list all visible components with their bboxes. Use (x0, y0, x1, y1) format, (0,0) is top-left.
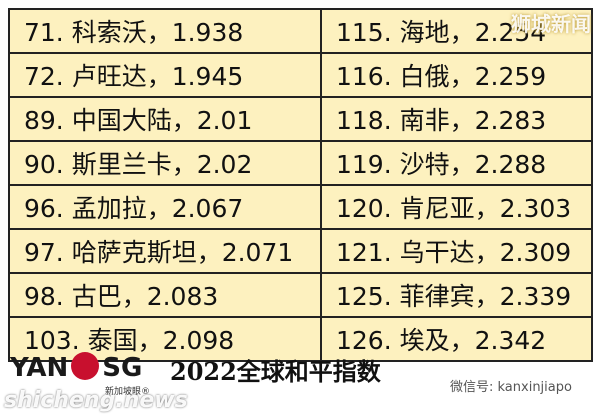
table-cell: 89. 中国大陆，2.01 (8, 96, 322, 142)
table-cell: 116. 白俄，2.259 (320, 52, 593, 98)
table-cell: 96. 孟加拉，2.067 (8, 184, 322, 230)
table-row: 103. 泰国，2.098 126. 埃及，2.342 (8, 316, 593, 362)
wechat-id: 微信号: kanxinjiapo (450, 380, 572, 395)
table-cell: 119. 沙特，2.288 (320, 140, 593, 186)
logo-icon (71, 352, 100, 380)
table-cell: 98. 古巴，2.083 (8, 272, 322, 318)
table-row: 71. 科索沃，1.938 115. 海地，2.254 (8, 8, 593, 54)
table-cell: 115. 海地，2.254 (320, 8, 593, 54)
table-cell: 97. 哈萨克斯坦，2.071 (8, 228, 322, 274)
table-row: 89. 中国大陆，2.01 118. 南非，2.283 (8, 96, 593, 142)
table-row: 98. 古巴，2.083 125. 菲律宾，2.339 (8, 272, 593, 318)
table-cell: 90. 斯里兰卡，2.02 (8, 140, 322, 186)
table-cell: 120. 肯尼亚，2.303 (320, 184, 593, 230)
table-cell: 126. 埃及，2.342 (320, 316, 593, 362)
logo-subtitle: 新加坡眼® (105, 387, 151, 397)
table-cell: 125. 菲律宾，2.339 (320, 272, 593, 318)
table-row: 90. 斯里兰卡，2.02 119. 沙特，2.288 (8, 140, 593, 186)
table-cell: 72. 卢旺达，1.945 (8, 52, 322, 98)
logo: YAN SG (10, 352, 142, 383)
table-row: 97. 哈萨克斯坦，2.071 121. 乌干达，2.309 (8, 228, 593, 274)
table-row: 96. 孟加拉，2.067 120. 肯尼亚，2.303 (8, 184, 593, 230)
logo-text: YAN (10, 353, 69, 383)
caption-title: 2022全球和平指数 (170, 357, 381, 386)
table-cell: 118. 南非，2.283 (320, 96, 593, 142)
logo-text: SG (102, 353, 143, 383)
table-cell: 103. 泰国，2.098 (8, 316, 322, 362)
ranking-table: 71. 科索沃，1.938 115. 海地，2.254 72. 卢旺达，1.945 1… (8, 8, 593, 362)
table-row: 72. 卢旺达，1.945 116. 白俄，2.259 (8, 52, 593, 98)
watermark: 狮城新闻 (511, 12, 591, 36)
table-cell: 71. 科索沃，1.938 (8, 8, 322, 54)
table-cell: 121. 乌干达，2.309 (320, 228, 593, 274)
watermark: shicheng.news (4, 388, 188, 413)
